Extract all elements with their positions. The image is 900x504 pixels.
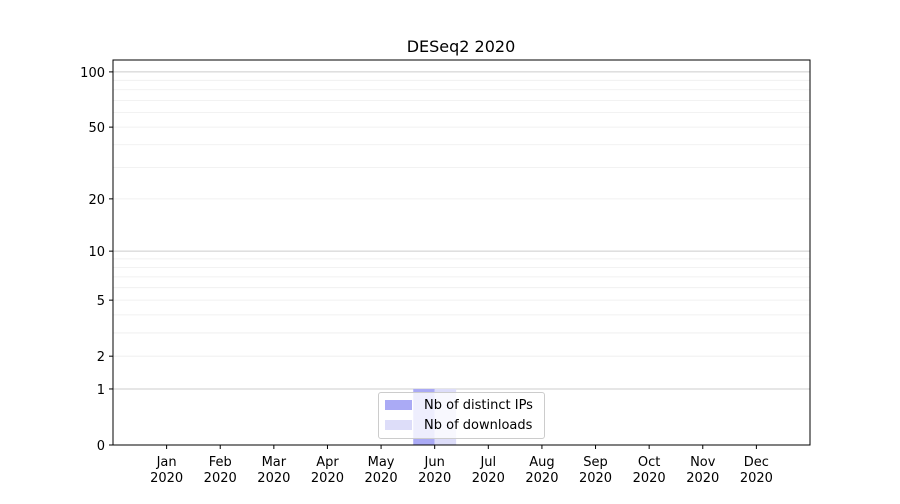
legend-swatch — [385, 400, 412, 410]
y-tick-label: 5 — [97, 294, 105, 309]
legend-swatch — [385, 420, 412, 430]
chart-title: DESeq2 2020 — [407, 37, 516, 56]
x-tick-label: Feb 2020 — [204, 455, 237, 486]
x-tick-label: Jan 2020 — [150, 455, 183, 486]
legend-label: Nb of downloads — [424, 417, 533, 433]
plot-frame — [112, 59, 811, 446]
legend-item-ips: Nb of distinct IPs — [385, 397, 533, 413]
y-tick-label: 2 — [97, 350, 105, 365]
x-tick-label: Jun 2020 — [418, 455, 451, 486]
x-tick-label: Aug 2020 — [525, 455, 558, 486]
x-tick-label: Oct 2020 — [633, 455, 666, 486]
y-tick-label: 1 — [97, 383, 105, 398]
legend-label: Nb of distinct IPs — [424, 397, 533, 413]
y-tick-label: 50 — [88, 121, 105, 136]
x-tick-label: Dec 2020 — [740, 455, 773, 486]
legend: Nb of distinct IPs Nb of downloads — [378, 392, 545, 439]
y-tick-label: 0 — [97, 439, 105, 454]
x-tick-label: Nov 2020 — [686, 455, 719, 486]
x-tick-label: Apr 2020 — [311, 455, 344, 486]
x-tick-label: Mar 2020 — [257, 455, 290, 486]
legend-item-downloads: Nb of downloads — [385, 417, 532, 433]
x-tick-label: May 2020 — [365, 455, 398, 486]
x-tick-label: Sep 2020 — [579, 455, 612, 486]
y-tick-label: 10 — [88, 245, 105, 260]
y-tick-label: 20 — [88, 193, 105, 208]
y-tick-label: 100 — [80, 66, 105, 81]
x-tick-label: Jul 2020 — [472, 455, 505, 486]
